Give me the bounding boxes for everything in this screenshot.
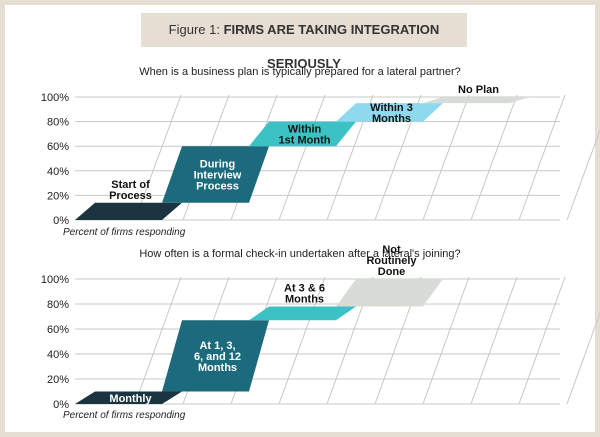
chart-1-slant-gridline [566, 128, 600, 221]
chart-2-x-axis-label: Percent of firms responding [63, 410, 186, 421]
chart-2-slant-gridline [518, 276, 566, 405]
chart-2-slant-gridline [134, 276, 182, 405]
chart-2-bar-2 [162, 320, 269, 392]
chart-1-y-tick-label: 20% [47, 190, 69, 202]
chart-1-slant-gridline [470, 94, 518, 221]
chart-1-bar-5 [423, 97, 530, 104]
chart-2-title: How often is a formal check-in undertake… [139, 248, 460, 260]
chart-1-bar-3 [249, 121, 356, 147]
figure-number: Figure 1: [168, 22, 220, 37]
chart-1-bar-1 [75, 202, 182, 220]
chart-2-bar-3-label: At 3 & 6 Months [284, 283, 325, 306]
chart-2-slant-gridline [470, 276, 518, 405]
chart-1-bar-2 [162, 146, 269, 203]
chart-1-bar-3-label: Within 1st Month [279, 123, 331, 146]
chart-1-slant-gridline [278, 94, 326, 221]
chart-1-bar-5-label: No Plan [458, 84, 499, 96]
chart-2-bar-1-label: Monthly [109, 393, 152, 405]
chart-1-slant-gridline [422, 94, 470, 221]
chart-1-y-tick-label: 40% [47, 166, 69, 178]
chart-2-y-tick-label: 80% [47, 299, 69, 311]
chart-1-bar-1-label: Start of Process [109, 179, 152, 202]
chart-2-slant-gridline [422, 276, 470, 405]
chart-1-y-tick-label: 100% [41, 92, 69, 104]
chart-2-y-tick-label: 0% [53, 399, 69, 411]
figure-title: FIRMS ARE TAKING INTEGRATION SERIOUSLY [223, 22, 440, 71]
chart-2-y-tick-label: 100% [41, 274, 69, 286]
chart-1-title: When is a business plan is typically pre… [139, 66, 461, 78]
chart-1-x-axis-label: Percent of firms responding [63, 227, 186, 238]
chart-1-y-tick-label: 80% [47, 117, 69, 129]
chart-1-bar-2-label: During Interview Process [194, 158, 242, 192]
chart-2-bar-2-label: At 1, 3, 6, and 12 Months [194, 340, 241, 374]
chart-2-bar-4-label: Not Routinely Done [366, 244, 417, 278]
chart-2-y-tick-label: 20% [47, 374, 69, 386]
chart-2-slant-gridline [566, 311, 600, 405]
chart-2-y-tick-label: 40% [47, 349, 69, 361]
chart-1-bar-4-label: Within 3 Months [370, 102, 413, 125]
chart-1-slant-gridline [134, 94, 182, 221]
chart-1-slant-gridline [518, 94, 566, 221]
chart-2-bar-1 [75, 391, 182, 404]
figure-title-box: Figure 1: FIRMS ARE TAKING INTEGRATION S… [141, 13, 467, 71]
chart-2-bar-4 [336, 279, 443, 307]
chart-1-bar-4 [336, 103, 443, 122]
chart-1-y-tick-label: 0% [53, 215, 69, 227]
chart-1-y-tick-label: 60% [47, 141, 69, 153]
chart-2-bar-3 [249, 306, 356, 321]
chart-2-slant-gridline [278, 276, 326, 405]
chart-2-y-tick-label: 60% [47, 324, 69, 336]
